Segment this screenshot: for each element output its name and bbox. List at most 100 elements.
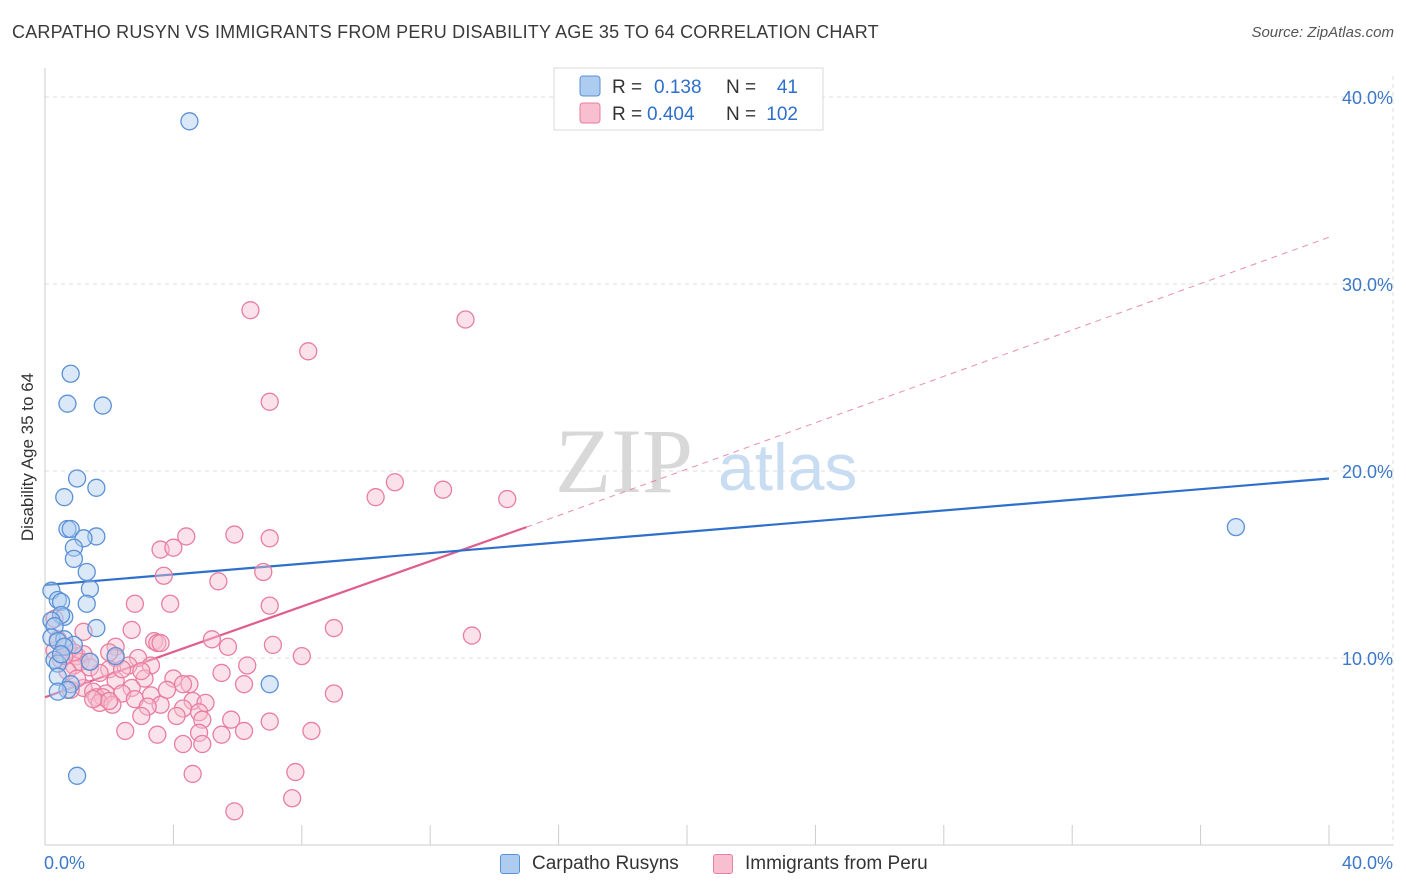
y-axis-title: Disability Age 35 to 64 — [18, 373, 37, 541]
peru-point — [263, 635, 283, 655]
carpatho-rusyn-point — [87, 478, 106, 497]
peru-point — [138, 697, 157, 716]
peru-point — [161, 594, 180, 613]
peru-point — [173, 675, 193, 694]
peru-point — [234, 675, 254, 694]
carpatho-rusyn-point — [64, 549, 84, 569]
peru-point — [254, 562, 273, 582]
peru-point — [144, 632, 164, 651]
peru-point — [189, 723, 209, 742]
peru-point — [385, 473, 405, 492]
legend-swatch-immigrants-from-peru — [713, 854, 733, 874]
peru-point — [209, 572, 228, 591]
legend-item-immigrants-from-peru: Immigrants from Peru — [713, 851, 928, 877]
y-tick-labels: 10.0% 20.0% 30.0% 40.0% — [1342, 88, 1393, 669]
carpatho-rusyn-point — [180, 112, 199, 131]
legend-n-label-1: N = — [726, 77, 756, 98]
peru-point — [234, 721, 254, 741]
peru-point — [84, 689, 103, 709]
peru-point — [132, 706, 151, 726]
carpatho-rusyn-point — [87, 618, 106, 638]
carpatho-rusyn-point — [80, 652, 100, 671]
carpatho-rusyn-point — [45, 617, 64, 636]
chart-source: Source: ZipAtlas.com — [1251, 24, 1394, 41]
chart-title: CARPATHO RUSYN VS IMMIGRANTS FROM PERU D… — [12, 22, 879, 42]
legend-r-value-1: 0.138 — [654, 77, 702, 98]
legend-r-label-1: R = — [612, 77, 642, 98]
peru-point — [212, 663, 231, 683]
carpatho-rusyn-point — [51, 645, 71, 664]
carpatho-rusyn-point — [51, 592, 71, 612]
peru-point — [116, 721, 135, 741]
legend-swatch-pink — [579, 102, 601, 124]
peru-point — [122, 620, 141, 640]
data-points — [42, 112, 1246, 821]
carpatho-rusyn-point — [61, 364, 80, 383]
legend-label-immigrants-from-peru: Immigrants from Peru — [745, 853, 928, 874]
peru-point — [148, 725, 167, 744]
legend-item-carpatho-rusyns: Carpatho Rusyns — [500, 851, 679, 877]
peru-point — [260, 712, 279, 731]
peru-point — [202, 630, 222, 649]
peru-point — [164, 669, 183, 688]
carpatho-rusyn-point — [77, 594, 96, 613]
carpatho-rusyn-point — [61, 519, 80, 539]
legend-swatch-blue — [579, 75, 601, 97]
peru-point — [366, 488, 385, 507]
carpatho-rusyn-point — [93, 396, 112, 415]
legend-n-label-2: N = — [726, 104, 756, 125]
peru-point — [132, 661, 151, 681]
peru-point — [193, 734, 212, 754]
peru-point — [151, 633, 170, 653]
x-tick-label-min: 0.0% — [44, 853, 85, 873]
y-tick-label: 10.0% — [1342, 649, 1393, 669]
carpatho-rusyn-point — [67, 766, 87, 785]
legend-swatch-carpatho-rusyns — [500, 854, 520, 874]
carpatho-rusyn-point — [48, 590, 67, 610]
peru-point — [173, 734, 193, 754]
peru-point — [80, 658, 100, 677]
peru-point — [433, 480, 453, 499]
peru-point — [167, 706, 186, 726]
peru-point — [241, 301, 260, 320]
carpatho-rusyn-point — [1226, 517, 1246, 537]
carpatho-rusyn-point — [55, 488, 74, 507]
y-tick-label: 30.0% — [1342, 275, 1393, 295]
peru-point — [462, 626, 482, 645]
carpatho-rusyn-point — [77, 562, 96, 582]
peru-trend-line — [44, 526, 527, 699]
peru-point — [125, 594, 145, 613]
carpatho-rusyn-point — [58, 394, 77, 413]
watermark-zip: ZIP — [555, 410, 693, 512]
peru-point — [302, 721, 321, 741]
peru-point — [122, 678, 141, 698]
watermark-atlas: atlas — [718, 430, 857, 504]
x-tick-labels: 0.0% 40.0% — [44, 853, 1393, 873]
peru-point — [177, 527, 196, 546]
gridlines — [45, 76, 1394, 845]
carpatho-rusyn-point — [51, 605, 71, 625]
peru-point — [222, 710, 241, 729]
peru-point — [183, 764, 202, 784]
peru-point — [299, 342, 318, 361]
axes — [44, 68, 1393, 846]
peru-point — [225, 802, 244, 821]
peru-point — [218, 637, 238, 656]
carpatho-rusyn-point — [106, 646, 125, 666]
legend-box: R = 0.138 N = 41 R = 0.404 N = 102 — [553, 67, 824, 131]
peru-point — [260, 596, 279, 615]
peru-point — [238, 656, 257, 675]
peru-point — [100, 691, 119, 711]
y-tick-label: 20.0% — [1342, 462, 1393, 482]
trend-lines — [44, 236, 1330, 699]
peru-point — [324, 684, 344, 703]
legend-n-value-1: 41 — [777, 77, 798, 98]
peru-point — [154, 566, 173, 585]
y-tick-label: 40.0% — [1342, 88, 1393, 108]
peru-point — [225, 525, 244, 544]
peru-point — [283, 789, 302, 808]
carpatho-rusyn-point — [48, 682, 67, 701]
peru-point — [324, 618, 344, 638]
carpatho-rusyn-point — [80, 579, 100, 598]
legend-r-value-2: 0.404 — [647, 104, 695, 125]
